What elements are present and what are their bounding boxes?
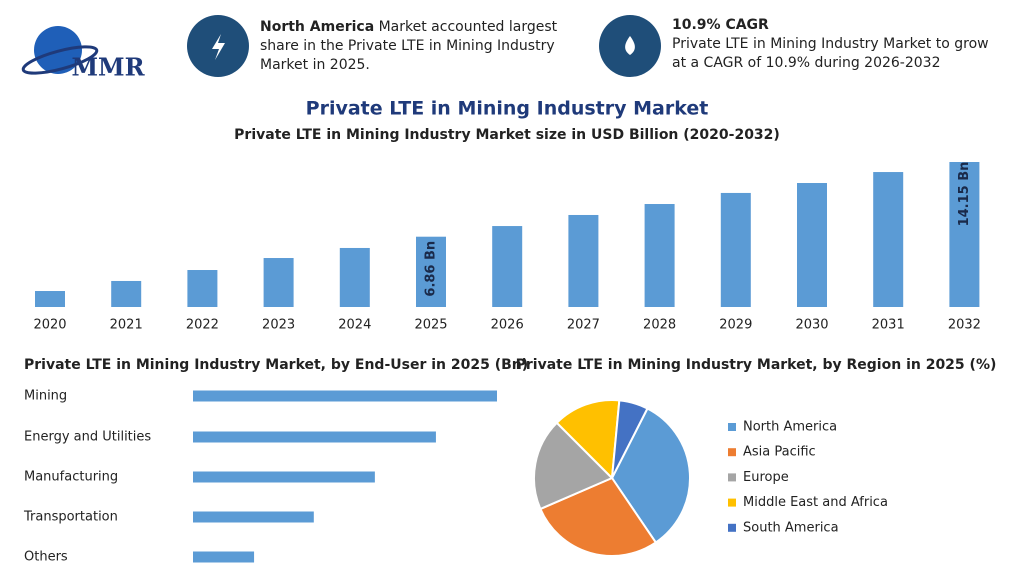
- callout: North America Market accounted largest s…: [260, 18, 560, 75]
- legend-label: South America: [743, 520, 839, 535]
- callout: 10.9% CAGR Private LTE in Mining Industry…: [672, 16, 1002, 73]
- bar: [339, 247, 370, 307]
- legend-swatch: [728, 473, 736, 482]
- pie-slice: [555, 399, 621, 481]
- bar: [797, 183, 827, 307]
- bar: [111, 280, 142, 307]
- legend-label: Middle East and Africa: [743, 495, 888, 510]
- value-label: 14.15 Bn: [957, 162, 972, 227]
- x-tick-label: 2020: [33, 318, 66, 333]
- bar: [187, 270, 218, 307]
- y-tick-label: Others: [24, 550, 68, 565]
- bar: [193, 390, 497, 402]
- chart-title: Private LTE in Mining Industry Market: [306, 98, 709, 120]
- x-tick-label: 2029: [719, 318, 752, 333]
- x-tick-label: 2023: [262, 318, 295, 333]
- legend-swatch: [728, 523, 736, 532]
- bar: [949, 162, 980, 307]
- bar: [193, 551, 255, 563]
- chart-subtitle: Private LTE in Mining Industry Market si…: [234, 127, 780, 143]
- x-tick-label: 2027: [567, 318, 600, 333]
- x-tick-label: 2025: [414, 318, 447, 333]
- legend-label: Europe: [743, 470, 789, 485]
- x-tick-label: 2031: [872, 318, 905, 333]
- bar: [193, 511, 314, 523]
- legend-swatch: [728, 498, 736, 507]
- y-tick-label: Energy and Utilities: [24, 430, 151, 445]
- callout-text: Market accounted largest share in the Pr…: [260, 19, 558, 73]
- icon-drop: [625, 36, 635, 55]
- bar: [568, 214, 599, 307]
- y-tick-label: Transportation: [23, 510, 118, 525]
- chart-title: Private LTE in Mining Industry Market, b…: [24, 357, 528, 373]
- legend-label: Asia Pacific: [743, 445, 816, 460]
- bar: [644, 204, 675, 307]
- pie-slice: [610, 407, 691, 544]
- y-tick-label: Manufacturing: [24, 470, 118, 485]
- bar: [873, 172, 904, 307]
- value-label: 6.86 Bn: [424, 241, 439, 297]
- x-tick-label: 2026: [491, 318, 524, 333]
- bar: [263, 258, 294, 307]
- x-tick-label: 2024: [338, 318, 371, 333]
- logo-swoosh: [21, 45, 99, 75]
- legend-label: North America: [743, 420, 837, 435]
- bar: [193, 431, 436, 443]
- x-tick-label: 2032: [948, 318, 981, 333]
- x-tick-label: 2028: [643, 318, 676, 333]
- legend-swatch: [728, 448, 736, 457]
- bar: [416, 236, 446, 307]
- callout-bold: North America: [260, 19, 375, 35]
- bar: [35, 291, 65, 307]
- callout-bold: 10.9% CAGR: [672, 17, 769, 33]
- x-tick-label: 2030: [795, 318, 828, 333]
- logo-text: MMR: [71, 53, 145, 82]
- pie-slice: [533, 421, 614, 511]
- chart-title: Private LTE in Mining Industry Market, b…: [516, 357, 997, 373]
- bar: [492, 226, 523, 307]
- icon-bolt: [212, 34, 225, 60]
- callout-text: Private LTE in Mining Industry Market to…: [672, 36, 989, 71]
- x-tick-label: 2022: [186, 318, 219, 333]
- x-tick-label: 2021: [110, 318, 143, 333]
- legend-swatch: [728, 423, 736, 431]
- y-tick-label: Mining: [24, 389, 67, 404]
- bar: [720, 192, 751, 307]
- pie-slice: [611, 399, 649, 479]
- bar: [193, 471, 375, 483]
